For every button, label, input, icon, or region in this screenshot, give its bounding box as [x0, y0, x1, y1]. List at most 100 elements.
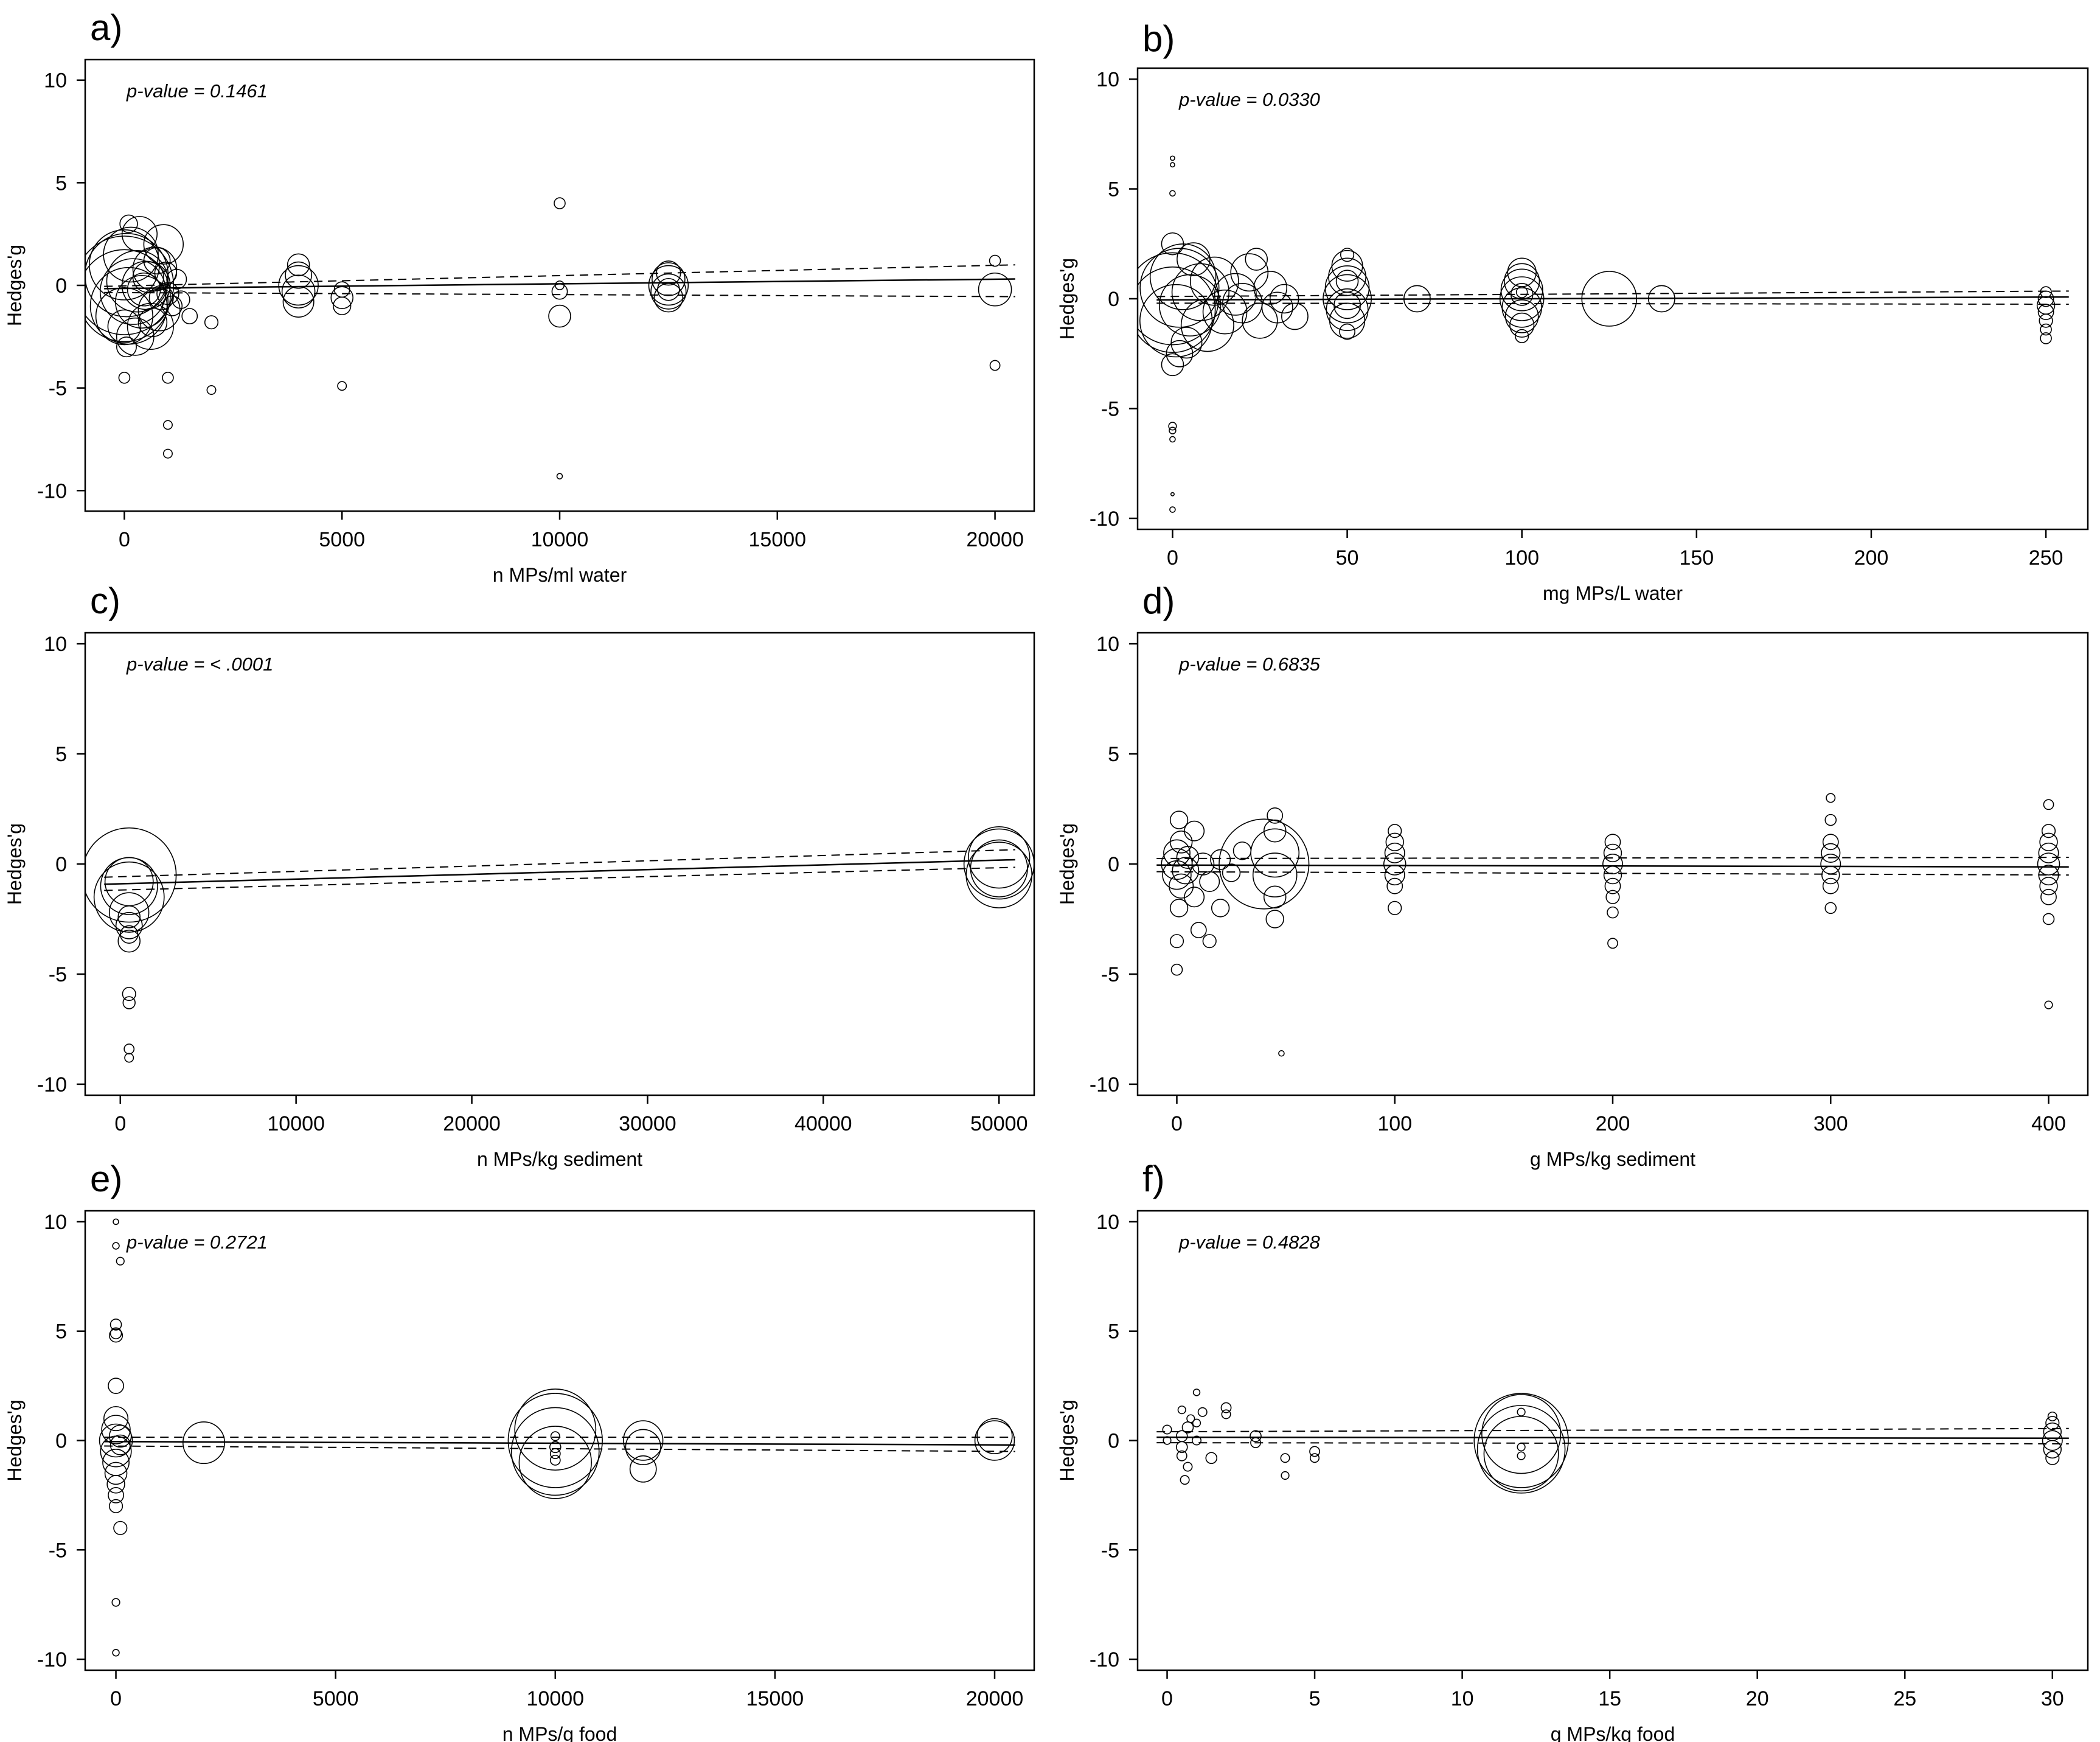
data-point	[108, 1378, 124, 1395]
data-point	[1177, 242, 1211, 276]
data-point	[1175, 1430, 1188, 1443]
data-point	[1504, 299, 1539, 333]
y-tick-label: -5	[1101, 1539, 1119, 1562]
x-tick-label: 30000	[619, 1112, 676, 1135]
data-point	[1310, 1453, 1320, 1463]
data-point	[1192, 1435, 1202, 1446]
data-point	[162, 371, 174, 384]
data-point	[2039, 832, 2058, 852]
data-point	[1339, 323, 1355, 340]
data-point	[1197, 1407, 1208, 1417]
y-tick-label: 0	[55, 853, 67, 876]
data-point	[1169, 899, 1189, 918]
x-tick-label: 5000	[313, 1687, 359, 1710]
y-tick-label: 10	[44, 69, 67, 92]
x-tick-label: 0	[1167, 546, 1178, 570]
data-point	[1821, 843, 1841, 863]
data-point	[118, 371, 131, 384]
data-point	[116, 336, 137, 358]
data-point	[113, 1202, 119, 1207]
y-tick-label: 10	[1096, 1211, 1119, 1234]
data-point	[1263, 819, 1287, 843]
data-point	[1139, 248, 1220, 328]
data-point	[2040, 323, 2052, 336]
x-axis-label: n MPs/g food	[502, 1723, 617, 1742]
y-tick-label: 5	[1108, 178, 1119, 201]
panel-label: d)	[1142, 580, 1175, 621]
ci-lower-line	[1156, 1442, 2069, 1444]
data-point	[965, 841, 1033, 908]
data-point	[556, 473, 563, 479]
data-point	[112, 1649, 120, 1657]
p-value-letter: p	[1178, 653, 1189, 675]
plot-area	[1156, 1388, 2069, 1494]
data-point	[1604, 834, 1621, 851]
data-point	[1385, 832, 1404, 852]
data-point	[119, 214, 138, 234]
data-point	[2040, 888, 2057, 905]
data-point	[113, 1218, 119, 1225]
data-point	[1281, 302, 1309, 330]
p-value-annotation: p-value = 0.0330	[1178, 89, 1320, 110]
data-point	[1252, 852, 1298, 897]
panel-a: a) 0 5000 10000 15000 20000 -10 -5 0 5 10 n MPs/ml …	[4, 7, 1035, 586]
data-point	[137, 288, 181, 332]
data-point	[85, 235, 175, 335]
p-value-text: -value = < .0001	[137, 653, 273, 675]
x-axis-label: g MPs/kg sediment	[1530, 1148, 1695, 1170]
data-point	[1253, 271, 1288, 305]
data-point	[116, 1256, 125, 1266]
data-point	[1265, 910, 1284, 928]
x-tick-label: 5	[1309, 1687, 1321, 1710]
data-point	[1183, 1462, 1193, 1472]
data-point	[1309, 1446, 1320, 1457]
y-tick-label: -10	[37, 1648, 67, 1671]
p-value-annotation: p-value = 0.4828	[1178, 1232, 1321, 1253]
regression-line	[104, 859, 1015, 885]
y-tick-label: -10	[1090, 1073, 1119, 1096]
data-point	[99, 1423, 133, 1458]
data-point	[1158, 274, 1222, 337]
data-point	[122, 986, 136, 1002]
data-point	[333, 296, 352, 315]
data-point	[1517, 1443, 1526, 1452]
y-tick-label: -5	[49, 1539, 67, 1562]
data-point	[549, 1441, 562, 1454]
data-point	[107, 309, 142, 344]
data-point	[1500, 268, 1543, 312]
data-point	[1211, 899, 1230, 918]
ci-lower-line	[104, 866, 1015, 891]
y-tick-label: 0	[1108, 853, 1119, 876]
data-point	[1501, 287, 1542, 328]
y-tick-label: -10	[1090, 1648, 1119, 1671]
data-point	[1166, 340, 1194, 368]
data-point	[2043, 1440, 2062, 1459]
data-point	[108, 1328, 123, 1343]
data-point	[2038, 842, 2059, 863]
data-point	[1822, 877, 1839, 894]
data-point	[1603, 843, 1622, 863]
data-point	[154, 261, 178, 285]
data-point	[109, 892, 150, 933]
x-tick-label: 20	[1746, 1687, 1769, 1710]
y-tick-label: 10	[1096, 68, 1119, 91]
data-point	[625, 1429, 661, 1465]
data-point	[1604, 877, 1621, 894]
data-point	[1169, 436, 1176, 443]
data-point	[1331, 249, 1363, 282]
data-point	[110, 1319, 122, 1331]
data-point	[115, 274, 169, 329]
p-value-text: -value = 0.1461	[137, 80, 268, 102]
ci-lower-line	[104, 1445, 1015, 1452]
plot-frame	[84, 58, 1035, 512]
x-tick-label: 200	[1854, 546, 1889, 570]
data-point	[1214, 273, 1257, 316]
data-point	[1161, 353, 1184, 377]
data-point	[111, 1598, 120, 1607]
data-point	[2040, 332, 2052, 344]
x-tick-label: 250	[2029, 546, 2063, 570]
data-point	[1483, 1416, 1559, 1492]
data-point	[2039, 876, 2058, 896]
data-point	[2037, 852, 2060, 876]
data-point	[653, 283, 684, 313]
